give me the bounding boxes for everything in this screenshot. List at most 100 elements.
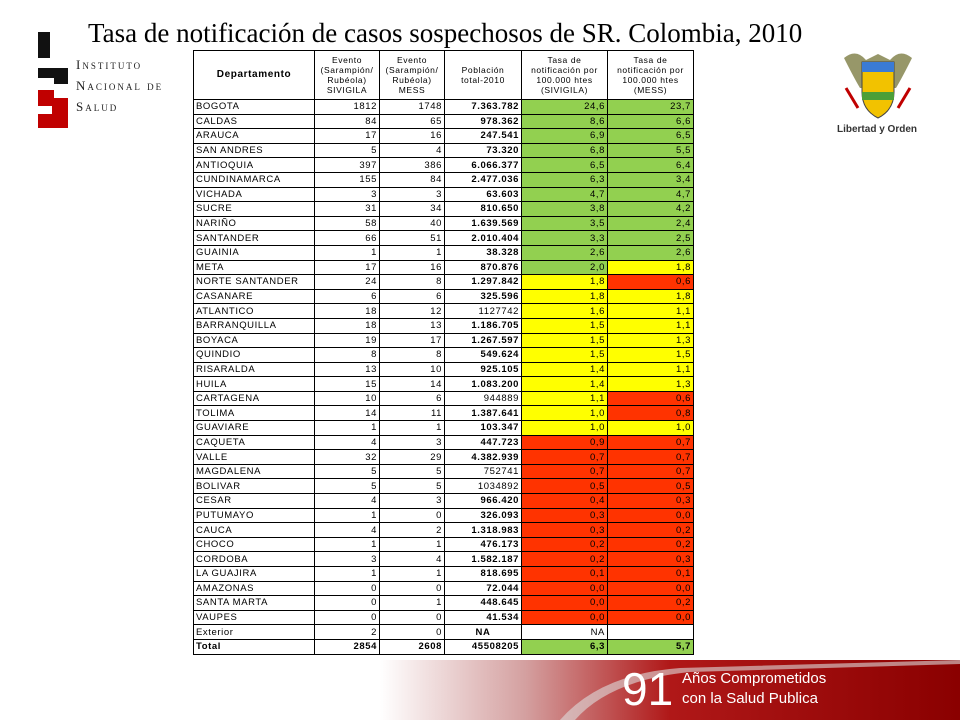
value-cell: 0,0	[607, 609, 694, 626]
header-line: Tasa de	[547, 55, 582, 65]
value-cell: 4,7	[607, 186, 694, 203]
department-cell: AMAZONAS	[193, 580, 315, 597]
value-cell: 1,8	[521, 288, 608, 305]
value-cell: 447.723	[444, 434, 522, 451]
value-cell: 34	[379, 201, 445, 217]
table-row: SAN ANDRES 5 4 73.320 6,8 5,5	[193, 142, 694, 159]
header-line: notificación por	[617, 65, 684, 75]
value-cell: NA	[521, 624, 608, 640]
value-cell: 0,2	[607, 595, 694, 611]
value-cell: 29	[379, 449, 445, 465]
header-line: total-2010	[461, 75, 505, 85]
value-cell: 1	[379, 595, 445, 611]
value-cell: 4,2	[607, 201, 694, 217]
department-cell: CAUCA	[193, 522, 315, 538]
value-cell: 2,6	[521, 244, 608, 261]
value-cell: 1	[379, 536, 445, 553]
table-row: CAUCA 4 2 1.318.983 0,3 0,2	[193, 522, 694, 538]
value-cell: 66	[314, 230, 380, 246]
value-cell: 1,5	[521, 332, 608, 349]
value-cell: 5	[314, 142, 380, 159]
value-cell: 1,5	[521, 347, 608, 363]
value-cell: 1748	[379, 99, 445, 115]
header-line: (Sarampión/	[320, 65, 374, 75]
value-cell: 10	[314, 390, 380, 407]
value-cell: 0	[314, 580, 380, 597]
value-cell: 7.363.782	[444, 99, 522, 115]
department-cell: ANTIOQUIA	[193, 157, 315, 173]
department-cell: CORDOBA	[193, 551, 315, 567]
value-cell: 1	[379, 420, 445, 436]
value-cell: 1,6	[521, 303, 608, 319]
value-cell: NA	[444, 624, 522, 640]
value-cell: 13	[379, 317, 445, 334]
slide-title: Tasa de notificación de casos sospechoso…	[88, 18, 803, 48]
value-cell: 1,1	[607, 361, 694, 378]
column-header: Departamento	[193, 50, 315, 100]
anniversary-text: Años Comprometidos con la Salud Publica	[682, 669, 826, 709]
table-row: CARTAGENA 10 6 944889 1,1 0,6	[193, 390, 694, 407]
department-cell: CARTAGENA	[193, 390, 315, 407]
department-cell: SANTANDER	[193, 230, 315, 246]
header-line: Departamento	[216, 69, 292, 80]
value-cell: 3	[379, 493, 445, 509]
value-cell: 65	[379, 113, 445, 130]
header-line: Tasa de	[633, 55, 668, 65]
value-cell: 386	[379, 157, 445, 173]
value-cell: 41.534	[444, 609, 522, 626]
table-row: CASANARE 6 6 325.596 1,8 1,8	[193, 288, 694, 305]
department-cell: Total	[193, 638, 315, 655]
value-cell: 1	[314, 536, 380, 553]
value-cell: 17	[314, 259, 380, 276]
department-cell: BOGOTA	[193, 99, 315, 115]
value-cell: 24,6	[521, 99, 608, 115]
value-cell: 103.347	[444, 420, 522, 436]
value-cell: 0,2	[521, 536, 608, 553]
department-cell: BARRANQUILLA	[193, 317, 315, 334]
value-cell: 51	[379, 230, 445, 246]
value-cell: 247.541	[444, 128, 522, 144]
value-cell: 4,7	[521, 186, 608, 203]
department-cell: NORTE SANTANDER	[193, 274, 315, 290]
value-cell: 1.083.200	[444, 376, 522, 392]
value-cell: 3	[379, 434, 445, 451]
value-cell: 476.173	[444, 536, 522, 553]
value-cell: 6,9	[521, 128, 608, 144]
logo-line: Instituto	[76, 57, 143, 72]
value-cell: 3	[314, 186, 380, 203]
header-line: 100.000 htes	[622, 75, 679, 85]
value-cell: 0	[379, 507, 445, 524]
header-line: 100.000 htes	[536, 75, 593, 85]
value-cell: 10	[379, 361, 445, 378]
value-cell: 2.477.036	[444, 171, 522, 188]
value-cell: 944889	[444, 390, 522, 407]
value-cell: 84	[379, 171, 445, 188]
department-cell: VALLE	[193, 449, 315, 465]
value-cell: 0,9	[521, 434, 608, 451]
department-cell: ARAUCA	[193, 128, 315, 144]
table-row: CHOCO 1 1 476.173 0,2 0,2	[193, 536, 694, 553]
table-row: VICHADA 3 3 63.603 4,7 4,7	[193, 186, 694, 203]
value-cell: 16	[379, 128, 445, 144]
logo-line: Salud	[76, 99, 119, 114]
department-cell: CHOCO	[193, 536, 315, 553]
value-cell: 2854	[314, 638, 380, 655]
value-cell: 5,5	[607, 142, 694, 159]
table-row: VALLE 32 29 4.382.939 0,7 0,7	[193, 449, 694, 465]
table-row: ARAUCA 17 16 247.541 6,9 6,5	[193, 128, 694, 144]
department-cell: BOYACA	[193, 332, 315, 349]
header-line: (MESS)	[633, 85, 668, 95]
value-cell: 1,5	[521, 317, 608, 334]
value-cell: 4	[314, 434, 380, 451]
value-cell: 2608	[379, 638, 445, 655]
header-row: Departamento Evento (Sarampión/Rubéola) SIV…	[193, 50, 694, 100]
table-row: CAQUETA 4 3 447.723 0,9 0,7	[193, 434, 694, 451]
value-cell: 752741	[444, 463, 522, 480]
header-line: (SIVIGILA)	[540, 85, 589, 95]
value-cell: 1.267.597	[444, 332, 522, 349]
column-header: Tasa de notificación por 100.000 htes (SIVI…	[521, 50, 608, 100]
table-row: CESAR 4 3 966.420 0,4 0,3	[193, 493, 694, 509]
table-row: LA GUAJIRA 1 1 818.695 0,1 0,1	[193, 566, 694, 582]
department-cell: VAUPES	[193, 609, 315, 626]
value-cell: 0,1	[607, 566, 694, 582]
